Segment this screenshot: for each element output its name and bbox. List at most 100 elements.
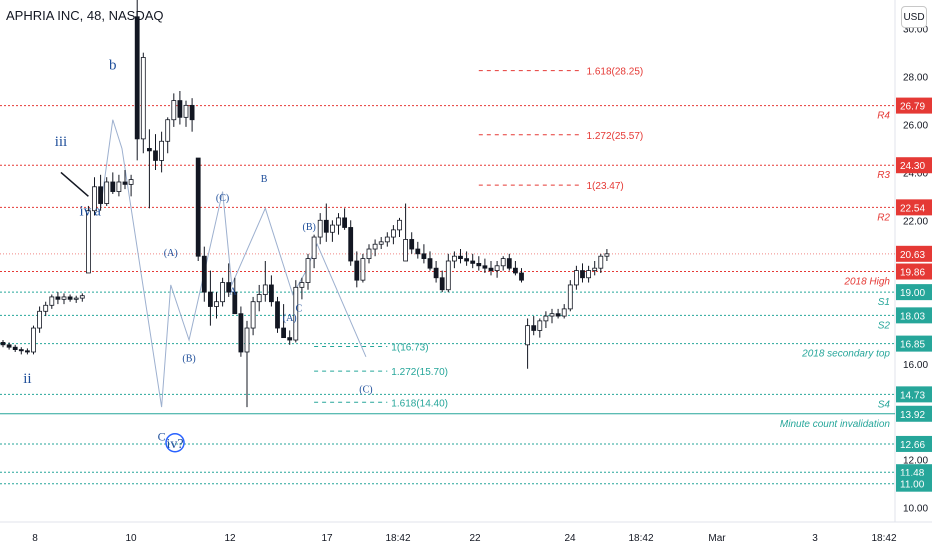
wave-iv-circle: iv? <box>166 437 183 452</box>
s5-price-tag <box>896 435 932 452</box>
candle-body <box>92 186 97 212</box>
candle-body <box>427 258 433 269</box>
candle-body <box>43 304 49 312</box>
time-tick-label: 18:42 <box>628 533 653 544</box>
fib-1272-up-label: 1.272(25.57) <box>587 131 644 142</box>
wave-B-right: (B) <box>303 222 316 233</box>
candle <box>18 347 24 355</box>
candle-body <box>146 148 152 152</box>
candle-body <box>506 258 512 269</box>
candle-body <box>561 308 567 317</box>
fib-1618-down-label: 1.618(14.40) <box>391 398 448 409</box>
candle <box>31 325 36 355</box>
wave-B-left: (B) <box>182 354 195 365</box>
candle <box>464 251 470 266</box>
wave-C-top: (C) <box>216 193 229 204</box>
candle-body <box>61 296 67 300</box>
2018-secondary-top-price-text: 16.85 <box>900 340 925 351</box>
candle-body <box>445 260 451 291</box>
candle-body <box>451 255 457 262</box>
candle <box>275 296 280 333</box>
candle-body <box>122 181 128 185</box>
candle <box>287 330 293 345</box>
chart-title: APHRIA INC, 48, NASDAQ <box>6 8 164 23</box>
candle <box>12 344 18 352</box>
candle-body <box>67 296 73 300</box>
candle <box>299 277 305 300</box>
fib-1-down-label: 1(16.73) <box>391 342 428 353</box>
candle <box>61 293 67 305</box>
price-axis[interactable]: 30.0028.0026.0024.0022.0020.0018.0016.00… <box>896 25 932 515</box>
candle <box>580 263 585 283</box>
candle-body <box>494 265 500 271</box>
candle-body <box>268 284 274 303</box>
price-tick-label: 28.00 <box>903 73 928 84</box>
s2-price-text: 18.03 <box>900 311 925 322</box>
fibonacci-levels: 1.618(28.25) 1.272(25.57) 1(23.47) 1(16.73)… <box>314 67 644 409</box>
candle <box>153 134 158 171</box>
time-tick-label: 18:42 <box>871 533 896 544</box>
candle <box>238 306 244 357</box>
fib-1618-up-label: 1.618(28.25) <box>587 67 644 78</box>
wave-C-low: C <box>296 303 303 314</box>
currency-button[interactable]: USD <box>901 6 927 28</box>
candle <box>329 220 335 242</box>
candle-body <box>201 255 207 293</box>
s2-label: S2 <box>878 320 891 331</box>
candle-body <box>140 57 146 140</box>
wave-path <box>60 119 367 408</box>
r2-price-text: 22.54 <box>900 203 925 214</box>
candle-body <box>470 260 476 264</box>
candle <box>384 232 390 247</box>
candle <box>244 320 250 408</box>
candle-body <box>354 260 360 281</box>
candle-body <box>543 315 549 322</box>
price-tick-label: 10.00 <box>903 504 928 515</box>
candle <box>110 172 116 194</box>
candle-body <box>220 282 226 303</box>
candle <box>256 284 262 312</box>
candle-body <box>513 267 518 274</box>
candle <box>494 261 500 278</box>
s1-price-text: 19.00 <box>900 288 925 299</box>
candle <box>55 292 61 305</box>
candle-body <box>159 140 165 161</box>
candle-body <box>6 344 12 348</box>
candle-body <box>226 282 232 293</box>
candle <box>171 93 177 127</box>
time-axis[interactable]: 8 10 12 17 18:42 22 24 18:42 Mar 3 18:42 <box>32 533 897 544</box>
candle <box>122 170 128 190</box>
candle <box>189 98 195 132</box>
candle-body <box>360 258 366 281</box>
candle-body <box>171 100 177 121</box>
candle-body <box>421 253 427 260</box>
candle-body <box>31 327 36 353</box>
candle-body <box>580 270 585 279</box>
candle-body <box>165 119 171 142</box>
candle-body <box>311 236 317 260</box>
wave-ii: ii <box>23 371 31 387</box>
time-tick-label: Mar <box>708 533 726 544</box>
candle-body <box>458 255 463 260</box>
candle <box>201 246 207 302</box>
candle-body <box>323 219 329 233</box>
candle <box>67 294 73 302</box>
s5-price-text: 12.66 <box>900 440 925 451</box>
candle-body <box>183 104 189 118</box>
wave-C-right: (C) <box>359 385 372 396</box>
candle-body <box>598 255 604 269</box>
candle <box>24 348 30 355</box>
time-tick-label: 24 <box>564 533 576 544</box>
candle-body <box>207 291 213 307</box>
candle-body <box>299 282 305 288</box>
candle <box>555 308 561 319</box>
candle-body <box>73 297 79 300</box>
r3-label: R3 <box>877 170 890 181</box>
candle-body <box>86 210 91 274</box>
wave-A-low: (A) <box>283 313 297 324</box>
candle <box>262 261 268 302</box>
candle <box>79 293 85 302</box>
candle <box>86 205 91 274</box>
candle <box>226 263 232 297</box>
